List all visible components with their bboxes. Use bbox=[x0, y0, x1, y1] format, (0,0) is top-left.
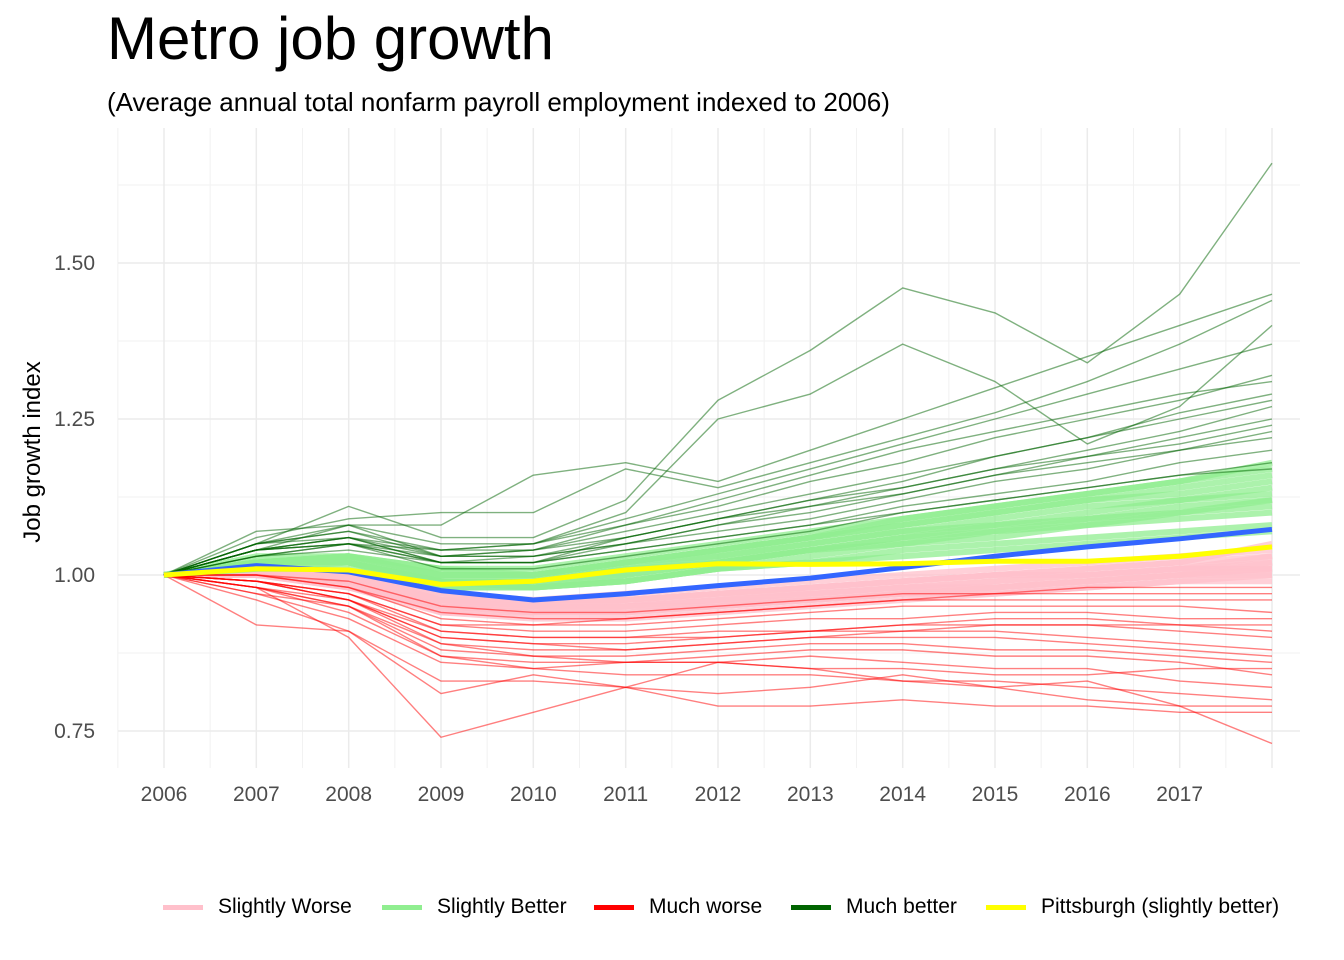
y-tick-label: 1.25 bbox=[54, 408, 95, 431]
x-tick-label: 2017 bbox=[1156, 783, 1203, 806]
series-line-much-worse bbox=[164, 574, 1272, 620]
series-line-much-worse bbox=[164, 574, 1272, 614]
x-tick-label: 2008 bbox=[325, 783, 372, 806]
x-tick-label: 2007 bbox=[233, 783, 280, 806]
series-line-slightly-better bbox=[163, 459, 1273, 578]
x-tick-label: 2006 bbox=[141, 783, 188, 806]
x-tick-label: 2014 bbox=[879, 783, 926, 806]
series-line-much-better bbox=[163, 418, 1273, 576]
y-tick-label: 0.75 bbox=[54, 720, 95, 743]
x-tick-label: 2013 bbox=[787, 783, 834, 806]
chart-subtitle: (Average annual total nonfarm payroll em… bbox=[107, 87, 890, 117]
series-line-slightly-worse bbox=[163, 553, 1273, 610]
chart-title: Metro job growth bbox=[107, 5, 554, 72]
series-line-much-better bbox=[163, 380, 1273, 576]
x-tick-label: 2015 bbox=[972, 783, 1019, 806]
x-tick-label: 2010 bbox=[510, 783, 557, 806]
x-tick-label: 2016 bbox=[1064, 783, 1111, 806]
y-axis-ticks: 0.75 1.00 1.25 1.50 bbox=[54, 252, 95, 743]
legend-item: Pittsburgh (slightly better) bbox=[986, 895, 1279, 919]
legend-label: Much worse bbox=[649, 895, 763, 918]
series-line-much-worse bbox=[163, 574, 1272, 639]
legend-item: Much better bbox=[791, 895, 957, 919]
series-line-much-worse bbox=[163, 574, 1273, 701]
y-axis-title: Job growth index bbox=[19, 361, 46, 542]
highlight-lines bbox=[163, 526, 1273, 603]
series-line-much-better bbox=[163, 299, 1273, 576]
legend-label: Slightly Better bbox=[437, 895, 567, 918]
legend-key bbox=[791, 904, 831, 910]
legend: Slightly Worse Slightly Better Much worse M… bbox=[0, 895, 1344, 925]
legend-key bbox=[986, 904, 1026, 910]
legend-key bbox=[382, 904, 422, 910]
minor-gridlines bbox=[117, 128, 1300, 768]
x-tick-label: 2009 bbox=[418, 783, 465, 806]
legend-label: Slightly Worse bbox=[218, 895, 352, 918]
legend-item: Slightly Better bbox=[382, 895, 567, 919]
y-tick-label: 1.50 bbox=[54, 252, 95, 275]
x-tick-label: 2011 bbox=[603, 783, 648, 806]
x-tick-label: 2012 bbox=[695, 783, 742, 806]
legend-key bbox=[594, 904, 634, 910]
legend-key bbox=[163, 904, 203, 910]
y-tick-label: 1.00 bbox=[54, 564, 95, 587]
series-line-much-better bbox=[163, 468, 1273, 576]
series-line-much-worse bbox=[163, 574, 1273, 676]
x-axis-ticks: 2006 2007 2008 2009 2010 2011 2012 2013 2014 2015… bbox=[141, 783, 1203, 806]
pittsburgh-line bbox=[163, 544, 1273, 587]
legend-label: Pittsburgh (slightly better) bbox=[1041, 895, 1280, 918]
series-line-much-worse bbox=[163, 574, 1272, 707]
legend-item: Slightly Worse bbox=[163, 895, 352, 919]
series-line-much-better bbox=[163, 162, 1273, 576]
legend-label: Much better bbox=[846, 895, 957, 918]
legend-item: Much worse bbox=[594, 895, 762, 919]
